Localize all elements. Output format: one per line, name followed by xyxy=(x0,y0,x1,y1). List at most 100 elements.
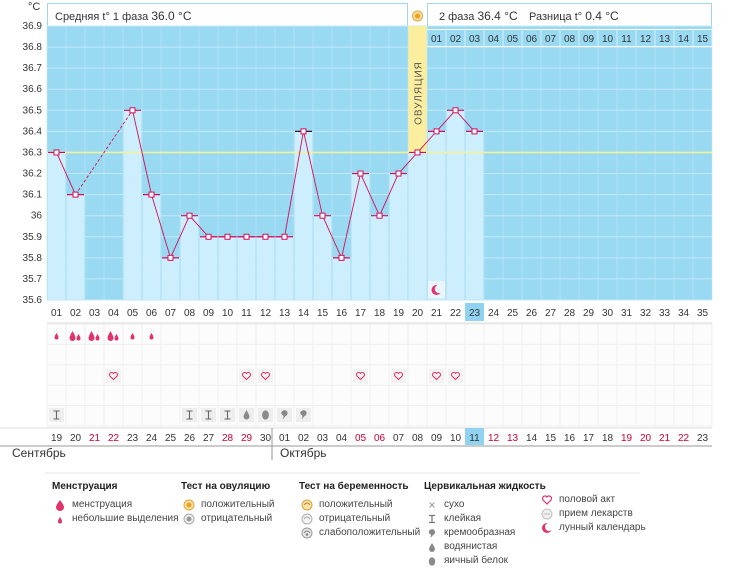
pill-icon xyxy=(541,508,553,520)
date-label: 09 xyxy=(431,433,443,444)
cycle-day-label: 32 xyxy=(640,308,652,319)
temperature-bar xyxy=(351,173,370,301)
temperature-point xyxy=(129,107,136,114)
heart-cell xyxy=(391,369,406,383)
cycle-day-label: 34 xyxy=(678,308,690,319)
pregnancy-negative-icon xyxy=(301,513,313,525)
heart-icon xyxy=(393,371,404,381)
legend-item-medication: прием лекарств xyxy=(539,507,646,521)
small-drop-icon xyxy=(149,333,154,340)
date-label: 25 xyxy=(165,433,177,444)
legend-title-ovulation-test: Тест на овуляцию xyxy=(181,481,271,492)
dry-cross-icon xyxy=(429,502,435,508)
ovulation-negative-icon xyxy=(183,513,195,525)
heart-icon xyxy=(108,371,119,381)
y-tick-label: 36.2 xyxy=(23,169,43,180)
date-label: 07 xyxy=(393,433,405,444)
phase2-day-cell xyxy=(693,30,712,46)
moon-icon-cut xyxy=(434,284,444,294)
date-label: 19 xyxy=(621,433,633,444)
temperature-point xyxy=(148,191,155,198)
temperature-line xyxy=(132,110,152,195)
small-drop-icon xyxy=(54,333,59,340)
small-drop-icon xyxy=(95,334,100,341)
cycle-day-label: 05 xyxy=(127,308,139,319)
cycle-day-label: 06 xyxy=(146,308,158,319)
temperature-chart: 01 02 03 04 05 06 07 08 09 10 11 12 13 14 15 ОВУЛЯЦИЯ 35… xyxy=(0,3,713,474)
temperature-line xyxy=(341,173,361,258)
temperature-line-gap xyxy=(75,110,133,195)
temperature-bar xyxy=(332,257,351,301)
temperature-line xyxy=(303,131,323,216)
temperature-line xyxy=(436,110,456,132)
temperature-bar xyxy=(465,131,484,301)
pregnancy-positive-icon xyxy=(301,499,313,511)
cycle-day-label: 21 xyxy=(431,308,443,319)
legend-pregnancy-test: Тест на беременность положительный отриц… xyxy=(299,481,420,540)
date-label: 21 xyxy=(89,433,101,444)
heart-icon xyxy=(355,371,366,381)
date-label: 26 xyxy=(184,433,196,444)
y-tick-label: 36.1 xyxy=(23,190,43,201)
heart-cell xyxy=(106,369,121,383)
phase2-day-label: 15 xyxy=(697,34,709,45)
temperature-point xyxy=(433,128,440,135)
date-label: 16 xyxy=(564,433,576,444)
phase1-label: Средняя t° 1 фаза xyxy=(55,11,149,23)
legend-label: положительный xyxy=(201,499,275,510)
legend-label: клейкая xyxy=(444,513,482,524)
date-label: 03 xyxy=(317,433,329,444)
temperature-point xyxy=(357,170,364,177)
small-drop-icon xyxy=(114,334,119,341)
legend-label: кремообразная xyxy=(444,527,516,538)
date-label: 20 xyxy=(640,433,652,444)
legend-item-intercourse: половой акт xyxy=(539,493,646,507)
symbol-rows-background xyxy=(47,324,712,426)
temperature-bar xyxy=(180,215,199,301)
temperature-point xyxy=(376,212,383,219)
legend-label: менструация xyxy=(72,499,133,510)
y-tick-label: 35.7 xyxy=(23,274,43,285)
date-label: 23 xyxy=(697,433,709,444)
y-tick-label: 35.8 xyxy=(23,253,43,264)
temperature-bar xyxy=(427,131,446,301)
date-label: 30 xyxy=(260,433,272,444)
temperature-line xyxy=(170,215,190,259)
phase2-day-label: 06 xyxy=(526,34,538,45)
phase2-label: 2 фаза xyxy=(439,11,475,23)
cycle-day-label: 15 xyxy=(317,308,329,319)
temperature-point xyxy=(205,233,212,240)
date-label: 02 xyxy=(298,433,310,444)
ovulation-positive-icon xyxy=(183,499,195,511)
phase2-day-cell xyxy=(484,30,503,46)
legend-item-creamy: кремообразная xyxy=(424,526,546,540)
date-label: 08 xyxy=(412,433,424,444)
cycle-day-label: 11 xyxy=(241,308,252,319)
y-tick-label: 36.9 xyxy=(23,21,43,32)
cycle-day-label: 23 xyxy=(469,308,481,319)
cycle-day-label: 20 xyxy=(412,308,424,319)
date-label: 21 xyxy=(659,433,671,444)
creamy-icon xyxy=(300,410,307,419)
cycle-day-label: 08 xyxy=(184,308,196,319)
temperature-bar xyxy=(275,236,294,301)
heavy-drop-icon xyxy=(56,500,64,511)
temperature-point xyxy=(224,233,231,240)
legend-label: водянистая xyxy=(444,541,498,552)
temperature-bar xyxy=(256,236,275,301)
legend-label: отрицательный xyxy=(201,513,273,524)
cycle-day-label: 17 xyxy=(355,308,367,319)
date-label: 14 xyxy=(526,433,538,444)
cycle-day-label: 29 xyxy=(583,308,595,319)
y-tick-label: 35.6 xyxy=(23,295,43,306)
creamy-icon xyxy=(281,410,288,419)
heavy-drop-icon xyxy=(69,331,76,341)
phase2-day-cell xyxy=(541,30,560,46)
cycle-day-label: 12 xyxy=(260,308,272,319)
legend-item-dry: сухо xyxy=(424,498,546,512)
cycle-day-label: 04 xyxy=(108,308,120,319)
date-label: 01 xyxy=(279,433,291,444)
phase2-day-label: 09 xyxy=(583,34,595,45)
phase2-day-cell xyxy=(655,30,674,46)
